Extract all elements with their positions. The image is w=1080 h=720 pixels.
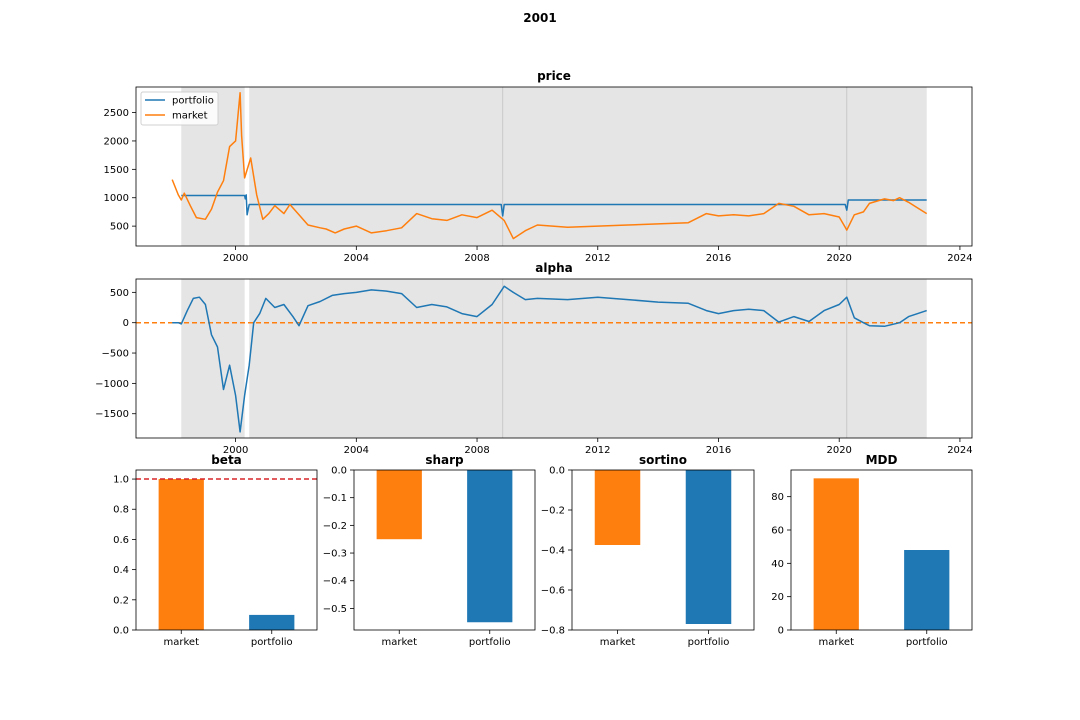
y-tick-label: 0.4 bbox=[113, 565, 129, 576]
legend-label: portfolio bbox=[172, 96, 214, 107]
x-tick-label: portfolio bbox=[688, 637, 730, 648]
y-tick-label: 1500 bbox=[104, 165, 129, 176]
sortino-chart: market portfolio 0.0 −0.2 −0.4 −0.6 −0.8 sortin… bbox=[541, 453, 755, 648]
y-tick-label: 20 bbox=[771, 592, 784, 603]
y-tick-label: −500 bbox=[102, 349, 129, 360]
y-tick-label: −0.2 bbox=[541, 506, 565, 517]
chart-title: beta bbox=[211, 453, 242, 467]
x-tick-label: portfolio bbox=[251, 637, 293, 648]
chart-title: sortino bbox=[639, 453, 687, 467]
x-tick-label: 2016 bbox=[706, 445, 731, 456]
y-tick-label: 80 bbox=[771, 492, 784, 503]
x-tick-label: market bbox=[382, 637, 418, 648]
y-tick-label: 1.0 bbox=[113, 475, 129, 486]
bar-market bbox=[813, 478, 859, 630]
axes-frame bbox=[790, 469, 973, 631]
y-tick-label: 0.0 bbox=[331, 466, 347, 477]
y-tick-label: −0.4 bbox=[323, 576, 347, 587]
y-tick-label: −1500 bbox=[95, 409, 129, 420]
bar-market bbox=[376, 470, 422, 540]
chart-title: MDD bbox=[866, 453, 898, 467]
x-tick-label: 2012 bbox=[585, 445, 610, 456]
x-tick-label: 2016 bbox=[706, 253, 731, 264]
y-tick-label: −0.6 bbox=[541, 586, 565, 597]
bar-market bbox=[594, 470, 641, 545]
chart-title: alpha bbox=[535, 261, 572, 275]
x-tick-label: 2024 bbox=[947, 445, 972, 456]
price-chart: 2000 2004 2008 2012 2016 2020 2024 500 1000 1500 2… bbox=[104, 69, 973, 264]
y-tick-label: 0 bbox=[123, 318, 129, 329]
bar-portfolio bbox=[249, 614, 295, 630]
x-tick-label: 2000 bbox=[223, 253, 248, 264]
x-tick-label: portfolio bbox=[469, 637, 511, 648]
y-tick-label: 1000 bbox=[104, 193, 129, 204]
x-tick-label: 2024 bbox=[947, 253, 972, 264]
y-tick-label: 0.0 bbox=[549, 466, 565, 477]
chart-title: price bbox=[537, 69, 571, 83]
x-tick-label: 2004 bbox=[344, 445, 369, 456]
chart-title: sharp bbox=[425, 453, 464, 467]
series-line-portfolio bbox=[181, 194, 927, 217]
y-tick-label: 500 bbox=[110, 222, 129, 233]
y-tick-label: −0.3 bbox=[323, 549, 347, 560]
beta-chart: market portfolio 0.0 0.2 0.4 0.6 0.8 1.0 beta bbox=[113, 453, 318, 648]
bar-market bbox=[158, 479, 204, 630]
mdd-chart: market portfolio 0 20 40 60 80 MDD bbox=[771, 453, 973, 648]
series-line-alpha bbox=[172, 285, 927, 433]
x-tick-label: 2020 bbox=[826, 253, 851, 264]
axes-frame bbox=[353, 469, 536, 631]
y-tick-label: −1000 bbox=[95, 379, 129, 390]
x-tick-label: 2012 bbox=[585, 253, 610, 264]
alpha-chart: 2000 2004 2008 2012 2016 2020 2024 −1500 −1000 −5… bbox=[95, 261, 972, 456]
axes-frame bbox=[135, 469, 318, 631]
x-tick-label: 2008 bbox=[464, 445, 489, 456]
y-tick-label: −0.4 bbox=[541, 546, 565, 557]
figure-title: 2001 bbox=[523, 11, 557, 25]
x-tick-label: 2004 bbox=[344, 253, 369, 264]
series-line-market bbox=[171, 91, 928, 240]
axes-frame bbox=[135, 278, 973, 439]
y-tick-label: −0.5 bbox=[323, 604, 347, 615]
y-tick-label: 60 bbox=[771, 526, 784, 537]
y-tick-label: 0.2 bbox=[113, 595, 129, 606]
x-tick-label: 2000 bbox=[223, 445, 248, 456]
shaded-period bbox=[249, 87, 927, 246]
y-tick-label: 2000 bbox=[104, 136, 129, 147]
axes-frame bbox=[135, 86, 973, 247]
y-tick-label: 0.8 bbox=[113, 505, 129, 516]
y-tick-label: 40 bbox=[771, 559, 784, 570]
y-tick-label: 500 bbox=[110, 288, 129, 299]
x-tick-label: portfolio bbox=[906, 637, 948, 648]
bar-portfolio bbox=[904, 550, 950, 630]
x-tick-label: market bbox=[164, 637, 200, 648]
x-tick-label: market bbox=[819, 637, 855, 648]
y-tick-label: −0.2 bbox=[323, 521, 347, 532]
y-tick-label: −0.8 bbox=[541, 626, 565, 637]
sharp-chart: market portfolio 0.0 −0.1 −0.2 −0.3 −0.4 −0.5 sh… bbox=[323, 453, 536, 648]
bar-portfolio bbox=[685, 470, 732, 624]
y-tick-label: 0 bbox=[778, 626, 784, 637]
x-tick-label: 2020 bbox=[826, 445, 851, 456]
shaded-period bbox=[181, 279, 245, 438]
shaded-period bbox=[249, 279, 927, 438]
x-tick-label: 2008 bbox=[464, 253, 489, 264]
y-tick-label: 0.6 bbox=[113, 535, 129, 546]
legend: portfolio market bbox=[140, 91, 219, 126]
y-tick-label: 2500 bbox=[104, 108, 129, 119]
y-tick-label: −0.1 bbox=[323, 493, 347, 504]
x-tick-label: market bbox=[600, 637, 636, 648]
legend-label: market bbox=[172, 111, 208, 122]
bar-portfolio bbox=[467, 470, 513, 623]
y-tick-label: 0.0 bbox=[113, 626, 129, 637]
